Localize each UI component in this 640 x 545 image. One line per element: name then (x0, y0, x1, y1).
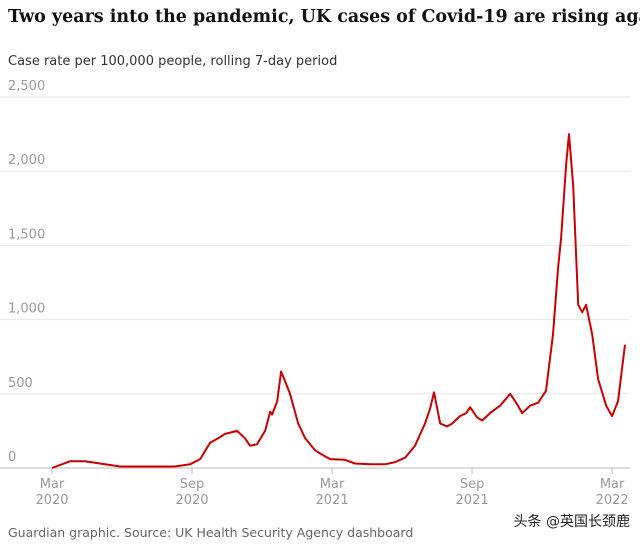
x-tick-label: Mar 2022 (596, 477, 629, 508)
y-tick-label: 2,500 (8, 79, 45, 94)
chart-title: Two years into the pandemic, UK cases of… (8, 7, 640, 27)
watermark: 头条 @英国长颈鹿 (514, 513, 630, 530)
x-tick-label: Sep 2021 (456, 477, 489, 508)
x-tick-label: Mar 2021 (316, 477, 349, 508)
x-tick-label: Mar 2020 (35, 477, 68, 508)
y-tick-label: 1,000 (8, 302, 45, 317)
chart-subtitle: Case rate per 100,000 people, rolling 7-… (8, 54, 337, 69)
y-tick-label: 1,500 (8, 227, 45, 242)
source: Guardian graphic. Source: UK Health Secu… (8, 525, 413, 540)
x-tick-label: Sep 2020 (175, 477, 208, 508)
y-tick-label: 500 (8, 376, 33, 391)
line (51, 133, 626, 469)
y-tick-label: 0 (8, 450, 16, 465)
y-tick-label: 2,000 (8, 153, 45, 168)
